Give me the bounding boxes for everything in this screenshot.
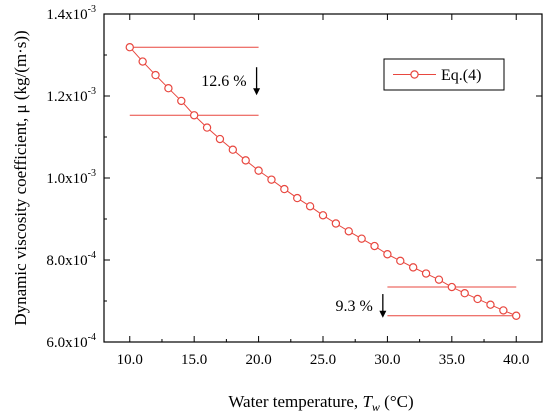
data-point xyxy=(215,134,225,144)
x-axis-title-sub: w xyxy=(372,400,380,414)
data-point xyxy=(408,263,418,272)
data-point xyxy=(344,227,353,236)
y-tick-label: 8.0x10-4 xyxy=(46,250,96,269)
axis-ticks: 10.0 15.0 20.0 25.0 30.0 35.0 40.0 6.0x10-4 8.0x… xyxy=(46,4,542,368)
x-tick-label: 25.0 xyxy=(310,352,336,368)
data-point xyxy=(267,175,276,184)
data-point xyxy=(512,311,521,320)
data-point xyxy=(293,193,302,203)
x-axis-title-var: T xyxy=(362,392,373,411)
data-point xyxy=(370,241,379,251)
x-tick-label: 15.0 xyxy=(181,352,207,368)
data-point xyxy=(202,123,212,132)
x-tick-label: 10.0 xyxy=(117,352,143,368)
data-point xyxy=(331,219,341,228)
x-axis-title-unit: (°C) xyxy=(380,392,414,411)
y-tick-label: 1.2x10-3 xyxy=(46,86,96,105)
data-point xyxy=(164,84,173,93)
annotation-label: 12.6 % xyxy=(201,73,246,90)
data-point xyxy=(421,269,431,278)
data-point xyxy=(177,96,186,106)
x-tick-label: 30.0 xyxy=(374,352,400,368)
data-point xyxy=(357,234,366,243)
x-tick-label: 35.0 xyxy=(439,352,465,368)
data-point xyxy=(305,202,315,211)
data-point xyxy=(189,111,199,120)
data-point xyxy=(241,156,250,165)
x-axis-title-text: Water temperature, xyxy=(228,392,362,411)
y-tick-label: 1.0x10-3 xyxy=(46,168,96,187)
data-point xyxy=(460,289,469,298)
data-point xyxy=(499,306,508,315)
legend-label: Eq.(4) xyxy=(441,67,481,84)
data-point xyxy=(473,294,482,304)
x-axis-title: Water temperature, Tw (°C) xyxy=(228,392,413,414)
data-point xyxy=(318,211,328,220)
data-point xyxy=(280,184,289,194)
y-axis-title: Dynamic viscosity coefficient, μ (kg/(m·… xyxy=(11,30,30,325)
data-point xyxy=(138,57,147,66)
data-point xyxy=(254,166,263,175)
data-point xyxy=(434,275,444,284)
y-tick-label: 1.4x10-3 xyxy=(46,4,96,23)
data-point xyxy=(228,145,238,154)
series-eq4 xyxy=(125,43,521,320)
data-point xyxy=(151,70,160,80)
annotation-arrow-head xyxy=(253,88,261,96)
annotation-arrow-head xyxy=(379,310,387,318)
data-point xyxy=(125,43,134,52)
data-point xyxy=(486,300,495,309)
data-point xyxy=(396,256,405,266)
data-point xyxy=(383,250,392,259)
y-tick-label: 6.0x10-4 xyxy=(46,332,96,351)
annotation-label: 9.3 % xyxy=(336,298,373,315)
x-tick-label: 40.0 xyxy=(503,352,529,368)
legend-marker xyxy=(410,70,419,79)
x-tick-label: 20.0 xyxy=(245,352,271,368)
legend: Eq.(4) xyxy=(383,58,505,91)
data-point xyxy=(447,282,457,292)
